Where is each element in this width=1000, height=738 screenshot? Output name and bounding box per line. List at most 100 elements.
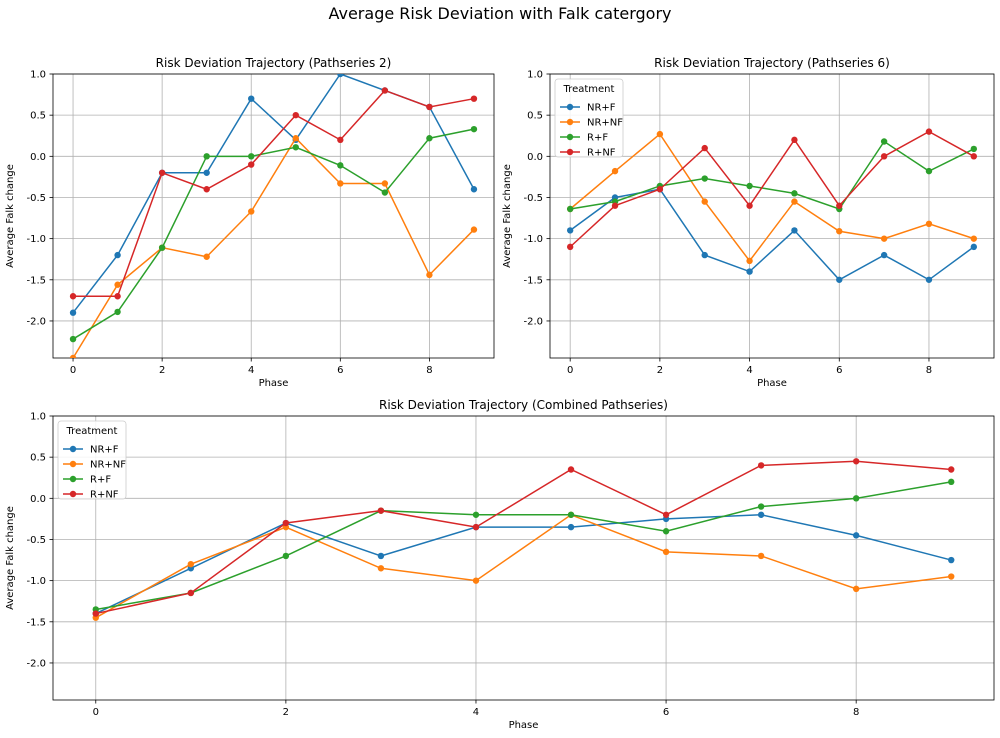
series-line-NR+NF [569, 132, 975, 263]
data-point-R+NF [248, 161, 255, 168]
data-point-R+F [567, 511, 575, 518]
data-point-R+F [337, 162, 344, 169]
data-point-NR+NF [292, 135, 299, 142]
data-point-R+NF [282, 519, 290, 527]
data-point-NR+F [757, 511, 765, 518]
x-tick-label: 0 [567, 365, 573, 376]
x-tick-label: 4 [746, 365, 752, 376]
y-tick-label: 0.0 [30, 152, 46, 163]
series-layer [92, 458, 955, 621]
data-point-NR+NF [757, 552, 765, 560]
chart-title: Risk Deviation Trajectory (Combined Path… [379, 398, 668, 412]
legend-label-NR+NF: NR+NF [587, 118, 623, 129]
chart-2: 0 2 4 6 8 -2.0 -1.5 -1.0 -0.5 0.0 0.5 1.0 Risk Devia… [502, 56, 995, 389]
data-point-R+NF [426, 103, 433, 111]
series-line-R+F [95, 481, 952, 611]
data-point-R+NF [203, 186, 210, 193]
data-point-NR+F [203, 169, 210, 176]
series-layer [566, 128, 978, 283]
data-point-R+F [472, 511, 480, 518]
data-point-NR+NF [656, 130, 664, 138]
x-tick-label: 2 [657, 365, 663, 376]
y-tick-label: -1.0 [523, 234, 543, 245]
data-point-R+F [746, 182, 753, 190]
data-point-NR+NF [611, 167, 619, 175]
data-point-R+NF [880, 153, 888, 160]
legend: Treatment NR+F NR+NF R+F R+NF [57, 420, 127, 501]
data-point-NR+NF [377, 565, 385, 572]
data-point-R+F [158, 244, 166, 251]
data-point-NR+NF [470, 226, 478, 233]
legend-marker-R+NF [566, 148, 574, 156]
legend-title: Treatment [563, 84, 615, 95]
x-tick-label: 6 [663, 707, 669, 718]
data-point-R+F [426, 135, 433, 142]
data-point-NR+NF [880, 235, 888, 242]
data-point-NR+F [377, 552, 385, 560]
y-tick-label: 0.5 [527, 111, 543, 122]
legend-marker-NR+F [69, 445, 77, 453]
data-point-NR+NF [701, 198, 708, 205]
data-point-NR+NF [925, 220, 933, 228]
legend-marker-NR+NF [69, 460, 77, 468]
legend-label-NR+F: NR+F [587, 103, 616, 114]
data-point-R+F [970, 145, 978, 153]
data-point-NR+F [114, 251, 121, 259]
data-point-NR+F [567, 523, 575, 531]
data-point-NR+NF [948, 573, 955, 580]
data-point-R+NF [292, 111, 299, 119]
legend: Treatment NR+F NR+NF R+F R+NF [554, 78, 624, 159]
data-point-R+NF [377, 507, 385, 514]
data-point-R+F [662, 528, 670, 535]
data-point-NR+NF [970, 235, 978, 242]
x-tick-label: 0 [70, 365, 76, 376]
legend-label-NR+NF: NR+NF [90, 460, 126, 471]
x-tick-label: 8 [426, 365, 432, 376]
data-point-NR+NF [381, 180, 389, 187]
x-axis-label: Phase [259, 378, 289, 389]
y-tick-label: -1.5 [523, 275, 543, 286]
y-tick-label: 1.0 [30, 70, 46, 81]
y-axis-label: Average Falk change [502, 164, 513, 268]
series-line-R+NF [569, 130, 975, 248]
x-tick-label: 8 [853, 707, 859, 718]
data-point-NR+NF [662, 548, 670, 556]
x-tick-label: 6 [836, 365, 842, 376]
data-point-NR+NF [852, 585, 860, 593]
series-line-R+F [72, 128, 475, 340]
data-point-NR+F [248, 95, 255, 102]
data-point-NR+NF [248, 208, 255, 215]
data-point-R+F [925, 167, 933, 175]
chart-1: 0 2 4 6 8 -2.0 -1.5 -1.0 -0.5 0.0 0.5 1.0 Risk Devia… [5, 56, 495, 389]
data-point-R+NF [948, 466, 955, 473]
axes-frame [52, 415, 995, 701]
data-point-R+F [852, 495, 860, 502]
legend-marker-R+F [566, 133, 574, 141]
data-point-R+F [566, 205, 574, 213]
data-point-R+NF [337, 136, 344, 144]
data-point-NR+F [337, 74, 344, 78]
data-point-R+F [381, 189, 389, 196]
data-point-R+F [248, 153, 255, 160]
series-line-NR+F [569, 188, 975, 281]
x-tick-label: 0 [93, 707, 99, 718]
data-point-R+NF [925, 128, 933, 135]
y-axis-label: Average Falk change [5, 164, 16, 268]
data-point-R+NF [836, 202, 843, 209]
data-point-R+NF [92, 610, 99, 617]
data-point-NR+NF [472, 577, 480, 584]
data-point-R+NF [114, 293, 121, 300]
data-point-NR+F [69, 309, 77, 316]
data-point-NR+NF [187, 560, 195, 568]
y-tick-label: 1.0 [30, 412, 46, 423]
data-point-NR+F [970, 243, 978, 251]
x-tick-label: 4 [248, 365, 254, 376]
data-point-NR+F [880, 251, 888, 259]
y-tick-label: -1.5 [26, 275, 46, 286]
data-point-NR+F [566, 227, 574, 234]
series-layer [69, 74, 478, 358]
data-point-R+NF [852, 458, 860, 465]
series-line-R+NF [95, 460, 952, 615]
